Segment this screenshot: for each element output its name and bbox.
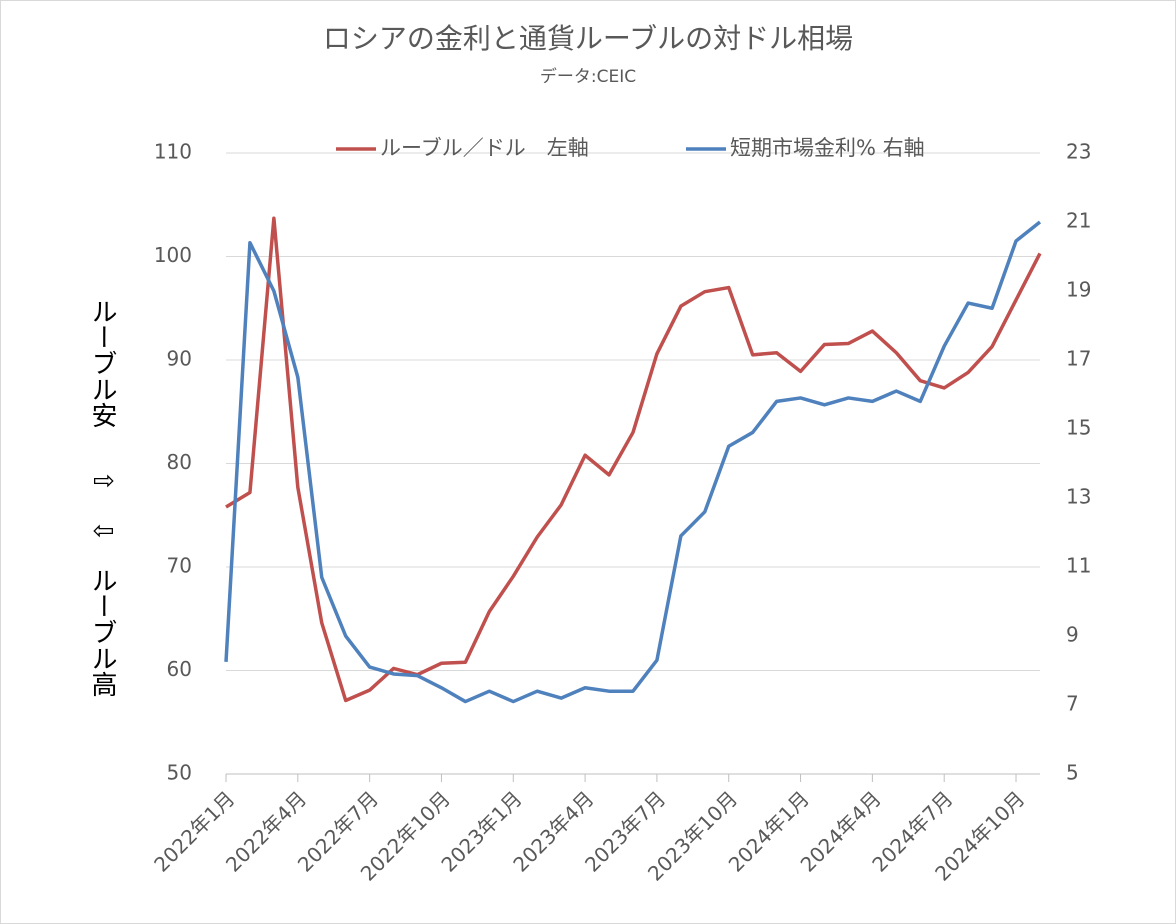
- legend-label: 短期市場金利% 右軸: [730, 136, 925, 160]
- y-axis-label: ⇧: [87, 470, 117, 492]
- y2-tick-label: 11: [1066, 554, 1091, 578]
- y2-tick-label: 21: [1066, 209, 1091, 233]
- y-tick-label: 70: [167, 554, 192, 578]
- y-axis-label: ルーブル高: [87, 567, 117, 697]
- y2-tick-label: 23: [1066, 140, 1091, 164]
- series-line: [224, 220, 1042, 704]
- y-tick-label: 50: [167, 761, 192, 785]
- y-tick-label: 90: [167, 347, 192, 371]
- y-axis-label: ⇩: [87, 520, 117, 542]
- y-tick-label: 80: [167, 450, 192, 474]
- y2-tick-label: 15: [1066, 416, 1091, 440]
- chart-title: ロシアの金利と通貨ルーブルの対ドル相場: [323, 22, 853, 55]
- y2-tick-label: 13: [1066, 485, 1091, 509]
- y-tick-label: 100: [154, 243, 192, 267]
- chart-subtitle: データ:CEIC: [540, 66, 636, 87]
- y-axis-label: ルーブル安: [87, 298, 117, 428]
- y-tick-label: 60: [167, 657, 192, 681]
- y2-tick-label: 19: [1066, 278, 1091, 302]
- series-line: [225, 216, 1042, 703]
- y2-tick-label: 9: [1066, 623, 1079, 647]
- y2-tick-label: 17: [1066, 347, 1091, 371]
- y2-tick-label: 7: [1066, 692, 1079, 716]
- y2-tick-label: 5: [1066, 761, 1079, 785]
- legend-label: ルーブル／ドル 左軸: [380, 136, 589, 160]
- y-tick-label: 110: [154, 140, 192, 164]
